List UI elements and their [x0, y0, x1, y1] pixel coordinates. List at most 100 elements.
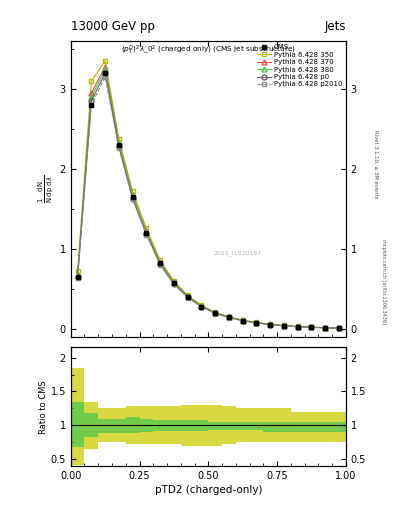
Pythia 6.428 p2010: [144, 231, 149, 238]
Pythia 6.428 350: [323, 325, 328, 331]
CMS: [295, 324, 300, 330]
Pythia 6.428 p0: [281, 323, 286, 329]
Pythia 6.428 p0: [144, 231, 149, 237]
Pythia 6.428 350: [295, 324, 300, 330]
Pythia 6.428 350: [116, 136, 121, 142]
Pythia 6.428 350: [240, 317, 245, 323]
Pythia 6.428 350: [213, 309, 218, 315]
Pythia 6.428 380: [226, 314, 231, 321]
Pythia 6.428 350: [130, 188, 135, 195]
Pythia 6.428 370: [103, 63, 108, 70]
Pythia 6.428 380: [254, 319, 259, 326]
Pythia 6.428 380: [185, 293, 190, 300]
Pythia 6.428 380: [268, 322, 272, 328]
Pythia 6.428 370: [116, 140, 121, 146]
Pythia 6.428 p2010: [103, 74, 108, 80]
X-axis label: pTD2 (charged-only): pTD2 (charged-only): [154, 485, 262, 495]
Pythia 6.428 370: [240, 317, 245, 324]
Pythia 6.428 p2010: [309, 324, 314, 330]
CMS: [309, 324, 314, 330]
Pythia 6.428 380: [336, 325, 341, 331]
Pythia 6.428 380: [75, 272, 80, 279]
CMS: [268, 322, 272, 328]
Pythia 6.428 p2010: [295, 324, 300, 330]
Pythia 6.428 370: [254, 319, 259, 326]
CMS: [281, 323, 286, 329]
Legend: CMS, Pythia 6.428 350, Pythia 6.428 370, Pythia 6.428 380, Pythia 6.428 p0, Pyth: CMS, Pythia 6.428 350, Pythia 6.428 370,…: [257, 45, 342, 88]
Text: Rivet 3.1.10, ≥ 3M events: Rivet 3.1.10, ≥ 3M events: [373, 130, 378, 198]
Line: Pythia 6.428 p2010: Pythia 6.428 p2010: [75, 75, 342, 331]
Pythia 6.428 380: [213, 310, 218, 316]
Pythia 6.428 380: [89, 94, 94, 100]
Pythia 6.428 370: [89, 90, 94, 96]
Pythia 6.428 370: [199, 303, 204, 309]
Pythia 6.428 p2010: [89, 102, 94, 108]
Y-axis label: $\frac{1}{\mathrm{N}} \frac{\mathrm{d}\,\mathrm{N}}{\mathrm{d}\,\mathrm{p}\,\mat: $\frac{1}{\mathrm{N}} \frac{\mathrm{d}\,…: [37, 175, 55, 203]
Pythia 6.428 380: [130, 193, 135, 199]
Pythia 6.428 p0: [116, 143, 121, 150]
Pythia 6.428 p0: [103, 70, 108, 76]
Pythia 6.428 p2010: [240, 318, 245, 324]
Pythia 6.428 p0: [226, 314, 231, 321]
Pythia 6.428 370: [185, 293, 190, 300]
Pythia 6.428 p0: [171, 281, 176, 287]
Pythia 6.428 p2010: [281, 323, 286, 329]
Pythia 6.428 370: [309, 324, 314, 330]
Pythia 6.428 p0: [309, 324, 314, 330]
Pythia 6.428 p0: [213, 310, 218, 316]
Pythia 6.428 p2010: [158, 262, 163, 268]
Pythia 6.428 p2010: [116, 145, 121, 151]
Pythia 6.428 350: [89, 78, 94, 84]
Line: CMS: CMS: [75, 71, 342, 330]
CMS: [116, 142, 121, 148]
Pythia 6.428 p0: [268, 322, 272, 328]
Pythia 6.428 p2010: [185, 294, 190, 301]
Pythia 6.428 p2010: [254, 320, 259, 326]
Pythia 6.428 350: [144, 225, 149, 231]
CMS: [336, 325, 341, 331]
Pythia 6.428 350: [268, 321, 272, 327]
Pythia 6.428 380: [171, 280, 176, 286]
Pythia 6.428 370: [158, 259, 163, 265]
Pythia 6.428 370: [75, 271, 80, 278]
CMS: [226, 314, 231, 321]
Pythia 6.428 350: [103, 58, 108, 64]
Pythia 6.428 380: [281, 323, 286, 329]
Pythia 6.428 p0: [185, 294, 190, 301]
Text: 2021_I1920187: 2021_I1920187: [214, 250, 262, 256]
Pythia 6.428 350: [185, 292, 190, 298]
Pythia 6.428 p2010: [336, 325, 341, 331]
Pythia 6.428 380: [103, 66, 108, 72]
Pythia 6.428 380: [240, 317, 245, 324]
Pythia 6.428 370: [226, 314, 231, 320]
Pythia 6.428 380: [199, 303, 204, 309]
CMS: [75, 274, 80, 280]
CMS: [158, 261, 163, 267]
Text: mcplots.cern.ch [arXiv:1306.3436]: mcplots.cern.ch [arXiv:1306.3436]: [381, 239, 386, 324]
Line: Pythia 6.428 350: Pythia 6.428 350: [75, 58, 342, 330]
CMS: [213, 310, 218, 316]
Pythia 6.428 p0: [240, 317, 245, 324]
Pythia 6.428 p0: [89, 98, 94, 104]
Pythia 6.428 350: [281, 323, 286, 329]
CMS: [185, 294, 190, 300]
Pythia 6.428 p0: [158, 261, 163, 267]
Pythia 6.428 350: [309, 324, 314, 330]
Pythia 6.428 p0: [199, 304, 204, 310]
CMS: [103, 70, 108, 76]
Line: Pythia 6.428 p0: Pythia 6.428 p0: [75, 71, 342, 331]
Pythia 6.428 350: [158, 257, 163, 263]
Y-axis label: Ratio to CMS: Ratio to CMS: [39, 380, 48, 434]
Pythia 6.428 380: [144, 229, 149, 236]
Pythia 6.428 370: [336, 325, 341, 331]
Pythia 6.428 380: [309, 324, 314, 330]
CMS: [199, 304, 204, 310]
CMS: [144, 230, 149, 236]
Pythia 6.428 p2010: [171, 282, 176, 288]
Text: 13000 GeV pp: 13000 GeV pp: [71, 20, 154, 33]
Pythia 6.428 p0: [254, 320, 259, 326]
Pythia 6.428 370: [323, 325, 328, 331]
Line: Pythia 6.428 370: Pythia 6.428 370: [75, 64, 342, 330]
Pythia 6.428 350: [226, 314, 231, 320]
Pythia 6.428 370: [144, 228, 149, 234]
